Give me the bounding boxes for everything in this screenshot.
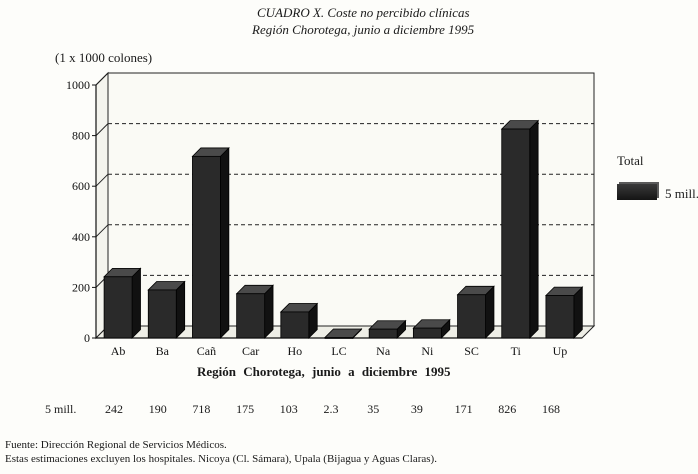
bar-front-Ho	[280, 311, 310, 339]
x-tick-label-Car: Car	[242, 344, 259, 358]
bar-Up	[544, 286, 584, 339]
y-tick-label-0: 0	[84, 331, 90, 345]
footnote-source: Fuente: Dirección Regional de Servicios …	[5, 439, 227, 451]
bar-front-Na	[368, 328, 398, 339]
bar-front-Ab	[103, 276, 133, 339]
data-table-cell-Car: 175	[236, 402, 255, 416]
bar-side-Ba	[175, 280, 186, 339]
x-tick-label-Na: Na	[376, 344, 391, 358]
bar-front-Car	[236, 293, 266, 339]
x-tick-label-Ti: Ti	[511, 344, 522, 358]
data-table-row: 242 190 718 175 103 2.3 35 39 171 826 168	[0, 402, 698, 418]
bar-front-Cañ	[192, 155, 221, 339]
bar-Ni	[412, 318, 451, 339]
bar-side-Ti	[529, 119, 539, 339]
x-tick-label-Ni: Ni	[421, 344, 434, 358]
bar-Na	[368, 319, 407, 339]
bar-side-Car	[264, 284, 274, 339]
x-tick-label-Ho: Ho	[287, 344, 302, 358]
y-tick-label-600: 600	[72, 179, 90, 193]
chart-subtitle: Región Chorotega, junio a diciembre 1995	[252, 22, 475, 37]
bar-Ho	[279, 302, 319, 339]
data-table-cell-Na: 35	[367, 402, 380, 416]
data-table-cell-SC: 171	[454, 402, 473, 416]
data-table-row-label: 5 mill.	[45, 402, 77, 416]
footnote-note: Estas estimaciones excluyen los hospital…	[5, 453, 437, 465]
bar-Ba	[147, 280, 186, 339]
y-tick-label-1000: 1000	[66, 78, 90, 92]
gridline-side-800	[95, 123, 109, 136]
data-table-cell-Ba: 190	[148, 402, 167, 416]
bar-Ab	[103, 267, 142, 339]
y-tick-label-400: 400	[72, 230, 90, 244]
data-table-cell-Ti: 826	[498, 402, 517, 416]
legend-series-label: 5 mill.	[665, 186, 698, 201]
x-axis-title: Región Chorotega, junio a diciembre 1995	[197, 364, 451, 379]
bar-LC	[324, 328, 363, 339]
bar-side-Ab	[131, 267, 141, 339]
x-tick-label-Ab: Ab	[111, 344, 126, 358]
x-tick-label-Ba: Ba	[156, 344, 170, 358]
y-tick-label-800: 800	[72, 129, 90, 143]
data-table-cell-Cañ: 718	[192, 402, 211, 416]
legend-swatch	[617, 184, 657, 200]
x-tick-label-Cañ: Cañ	[197, 344, 216, 358]
bar-Ti	[500, 119, 540, 339]
data-table-cell-Ni: 39	[410, 402, 423, 416]
x-tick-label-SC: SC	[464, 344, 479, 358]
x-tick-label-Up: Up	[553, 344, 568, 358]
bar-SC	[456, 285, 495, 339]
data-table-cell-Ab: 242	[105, 402, 123, 416]
bar-side-SC	[485, 285, 495, 339]
data-table-cell-LC: 2.3	[323, 402, 339, 416]
legend-title: Total	[617, 153, 644, 168]
bar-front-SC	[457, 294, 486, 339]
bar-front-Ba	[147, 289, 177, 339]
x-tick-label-LC: LC	[331, 344, 346, 358]
bar-front-Ni	[412, 327, 442, 339]
gridline-side-1000	[95, 72, 109, 86]
y-tick-label-200: 200	[72, 280, 90, 294]
bar-front-Up	[545, 295, 575, 339]
bar-front-LC	[324, 337, 354, 339]
gridline-side-400	[95, 224, 109, 238]
bar-front-Ti	[501, 128, 531, 339]
bar-Cañ	[191, 146, 230, 339]
data-table-cell-Up: 168	[542, 402, 560, 416]
data-table-cell-Ho: 103	[279, 402, 298, 416]
bar-side-Cañ	[220, 146, 230, 339]
chart-title: CUADRO X. Coste no percibido clínicas	[257, 5, 470, 20]
bar-Car	[235, 284, 275, 339]
y-axis-unit-label: (1 x 1000 colones)	[55, 50, 153, 65]
gridline-side-600	[95, 173, 109, 187]
